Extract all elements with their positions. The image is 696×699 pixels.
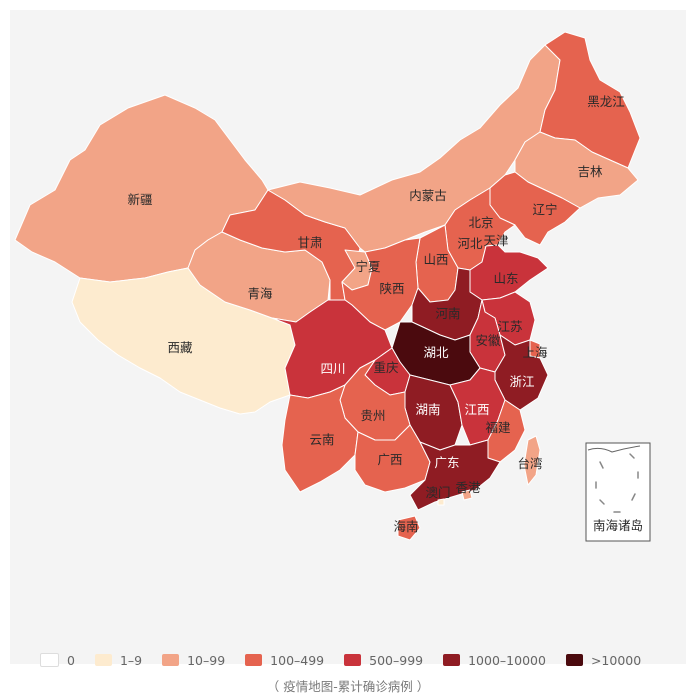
label-zhejiang: 浙江	[509, 374, 534, 389]
label-beijing: 北京	[468, 215, 493, 230]
label-hainan: 海南	[393, 519, 418, 534]
south-china-sea-inset	[585, 442, 651, 542]
inset-label: 南海诸岛	[593, 518, 643, 533]
label-heilongjiang: 黑龙江	[587, 94, 625, 109]
inset-island-dashes	[595, 453, 639, 513]
label-xinjiang: 新疆	[127, 192, 152, 207]
label-shanghai: 上海	[522, 345, 548, 360]
label-taiwan: 台湾	[517, 456, 542, 471]
label-tianjin: 天津	[483, 233, 508, 248]
label-chongqing: 重庆	[373, 360, 399, 375]
legend-label-3: 100–499	[270, 652, 325, 668]
province-taiwan[interactable]	[523, 435, 541, 486]
label-xizang: 西藏	[167, 340, 193, 355]
label-jilin: 吉林	[577, 164, 603, 179]
inset-coastline	[587, 445, 641, 453]
legend-swatch-4	[344, 654, 362, 666]
label-hebei: 河北	[457, 236, 483, 251]
legend-item-5[interactable]: 1000–10000	[443, 653, 546, 668]
province-guangdong[interactable]	[409, 439, 501, 511]
label-hunan: 湖南	[415, 402, 440, 417]
province-macau[interactable]	[437, 498, 445, 506]
legend-swatch-2	[162, 654, 180, 666]
legend-swatch-5	[443, 654, 461, 666]
label-guangxi: 广西	[377, 452, 402, 467]
legend-item-2[interactable]: 10–99	[162, 653, 225, 668]
label-gansu: 甘肃	[297, 235, 322, 250]
label-neimenggu: 内蒙古	[409, 188, 447, 203]
legend-swatch-6	[565, 654, 583, 666]
label-guangdong: 广东	[434, 455, 459, 470]
legend-item-3[interactable]: 100–499	[245, 653, 324, 668]
legend-item-4[interactable]: 500–999	[344, 653, 423, 668]
legend-swatch-3	[245, 654, 263, 666]
legend-label-6: >10000	[590, 652, 642, 668]
label-shaanxi: 陕西	[379, 281, 404, 296]
legend-label-4: 500–999	[369, 652, 424, 668]
label-sichuan: 四川	[320, 361, 345, 376]
label-shandong: 山东	[493, 271, 518, 286]
label-guizhou: 贵州	[360, 408, 385, 423]
legend-item-6[interactable]: >10000	[565, 652, 642, 668]
legend-swatch-1	[94, 654, 112, 666]
province-hongkong[interactable]	[461, 489, 473, 501]
legend: 0 1–9 10–99 100–499 500–999 1000–10000 >…	[40, 651, 661, 669]
label-jiangxi: 江西	[464, 402, 489, 417]
label-jiangsu: 江苏	[497, 319, 522, 334]
legend-label-1: 1–9	[119, 652, 143, 668]
label-macau: 澳门	[425, 485, 450, 500]
label-henan: 河南	[435, 306, 460, 321]
label-hongkong: 香港	[455, 480, 481, 495]
map-panel: 南海诸岛 新疆 西藏 青海 甘肃 内蒙古 黑龙江 吉林 辽宁 北京 天津 河北 …	[10, 10, 686, 668]
label-qinghai: 青海	[247, 286, 273, 301]
label-hubei: 湖北	[423, 345, 449, 360]
label-ningxia: 宁夏	[355, 259, 381, 274]
legend-item-1[interactable]: 1–9	[94, 652, 143, 668]
legend-item-0[interactable]: 0	[40, 653, 75, 668]
legend-label-5: 1000–10000	[468, 652, 546, 668]
label-yunnan: 云南	[309, 432, 334, 447]
label-fujian: 福建	[485, 420, 511, 435]
china-map: 南海诸岛 新疆 西藏 青海 甘肃 内蒙古 黑龙江 吉林 辽宁 北京 天津 河北 …	[14, 31, 651, 542]
legend-label-0: 0	[67, 652, 75, 668]
label-shanxi: 山西	[423, 252, 448, 267]
legend-label-2: 10–99	[187, 652, 226, 668]
province-hainan[interactable]	[397, 515, 421, 541]
map-caption: （ 疫情地图-累计确诊病例 ）	[266, 679, 430, 694]
legend-swatch-0	[40, 653, 59, 667]
label-liaoning: 辽宁	[532, 202, 557, 217]
label-anhui: 安徽	[475, 333, 501, 348]
